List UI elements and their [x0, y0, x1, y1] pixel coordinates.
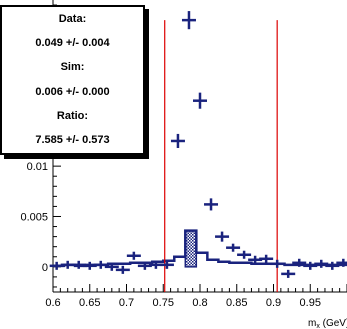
- data-point: [226, 243, 241, 252]
- data-point: [181, 11, 196, 30]
- stats-ratio-title: Ratio:: [56, 109, 89, 122]
- x-tick-label: 0.8: [192, 297, 207, 309]
- data-point: [215, 231, 230, 242]
- x-tick-label: 0.65: [79, 297, 100, 309]
- data-point: [336, 258, 347, 267]
- stats-box: Data: 0.049 +/- 0.004 Sim: 0.006 +/- 0.0…: [0, 5, 145, 155]
- x-axis-label-sub: x: [316, 323, 320, 329]
- x-tick-label: 0.75: [153, 297, 174, 309]
- data-point: [270, 259, 285, 268]
- stats-sim-value: 0.006 +/- 0.000: [35, 85, 110, 98]
- cut-lines: [164, 20, 278, 292]
- x-axis-label: mx (GeV): [308, 318, 347, 329]
- data-point: [281, 269, 296, 278]
- data-point: [292, 258, 307, 267]
- data-point: [303, 261, 318, 270]
- data-point: [237, 250, 252, 259]
- stats-data-title: Data:: [58, 12, 87, 25]
- data-point: [159, 260, 174, 269]
- stats-data-value: 0.049 +/- 0.004: [35, 36, 110, 49]
- y-tick-label: 0.005: [20, 211, 48, 223]
- x-tick-label: 0.95: [300, 297, 321, 309]
- x-tick-label: 0.7: [119, 297, 134, 309]
- sim-histogram: [53, 229, 347, 268]
- x-tick-label: 0.9: [266, 297, 281, 309]
- data-point: [325, 261, 340, 270]
- y-tick-label: 0.01: [27, 161, 48, 173]
- data-point: [93, 260, 108, 269]
- stats-ratio-value: 7.585 +/- 0.573: [35, 134, 110, 147]
- x-axis-label-m: m: [308, 318, 316, 329]
- stats-sim-title: Sim:: [60, 61, 85, 74]
- data-point: [259, 254, 274, 263]
- data-point: [170, 133, 185, 149]
- data-point: [115, 265, 130, 274]
- sim-peak-bin: [184, 229, 198, 268]
- y-tick-label: 0: [42, 262, 48, 274]
- data-points: [49, 11, 347, 278]
- data-point: [204, 198, 219, 211]
- data-point: [314, 259, 329, 268]
- x-tick-label: 0.85: [226, 297, 247, 309]
- sim-outline: [53, 229, 347, 268]
- data-point: [193, 92, 207, 109]
- x-axis-label-unit: (GeV): [320, 318, 347, 329]
- data-point: [126, 251, 141, 260]
- x-tick-label: 0.6: [45, 297, 60, 309]
- data-point: [104, 262, 119, 271]
